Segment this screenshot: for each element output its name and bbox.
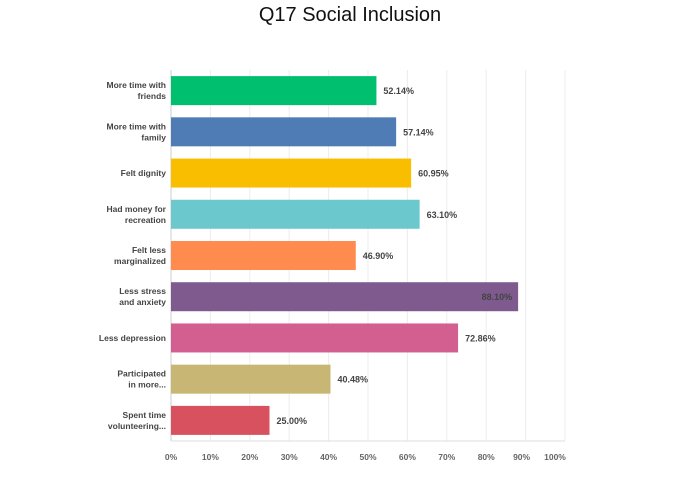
category-label: family [141, 132, 166, 142]
bar [171, 117, 397, 147]
x-tick-label: 0% [165, 452, 178, 462]
bar [171, 323, 459, 353]
bar [171, 282, 519, 312]
category-label: Felt less [132, 245, 166, 255]
value-label: 52.14% [383, 86, 414, 96]
chart-title: Q17 Social Inclusion [258, 4, 442, 26]
category-label: Felt dignity [121, 168, 167, 178]
category-label: friends [138, 91, 167, 101]
bar [171, 199, 420, 229]
category-label: Spent time [123, 410, 167, 420]
category-label: and anxiety [119, 297, 166, 307]
value-label: 40.48% [337, 375, 368, 385]
x-tick-label: 40% [320, 452, 337, 462]
value-label: 72.86% [465, 333, 496, 343]
category-label: in more... [128, 380, 166, 390]
bar [171, 76, 377, 106]
x-tick-label: 10% [202, 452, 219, 462]
value-label: 57.14% [403, 127, 434, 137]
x-tick-label: 60% [399, 452, 416, 462]
bar [171, 241, 356, 270]
category-label: Participated [117, 369, 166, 379]
bar [171, 364, 331, 394]
category-label: volunteering... [108, 421, 166, 431]
x-tick-label: 50% [359, 452, 376, 462]
category-label: Less depression [99, 333, 166, 343]
x-tick-label: 90% [513, 452, 530, 462]
category-label: More time with [106, 80, 166, 90]
category-label: Had money for [106, 204, 166, 214]
value-label: 63.10% [427, 210, 458, 220]
category-label: marginalized [114, 256, 166, 266]
bar [171, 158, 412, 188]
bar [171, 405, 270, 435]
category-label: More time with [106, 121, 166, 131]
x-tick-label: 30% [281, 452, 298, 462]
category-label: Less stress [119, 286, 166, 296]
value-label: 88.10% [482, 292, 513, 302]
x-tick-label: 100% [544, 452, 566, 462]
category-label: recreation [125, 215, 166, 225]
x-tick-label: 20% [241, 452, 258, 462]
value-label: 60.95% [418, 169, 449, 179]
value-label: 25.00% [277, 416, 308, 426]
x-tick-label: 70% [438, 452, 455, 462]
x-tick-label: 80% [478, 452, 495, 462]
value-label: 46.90% [363, 251, 394, 261]
